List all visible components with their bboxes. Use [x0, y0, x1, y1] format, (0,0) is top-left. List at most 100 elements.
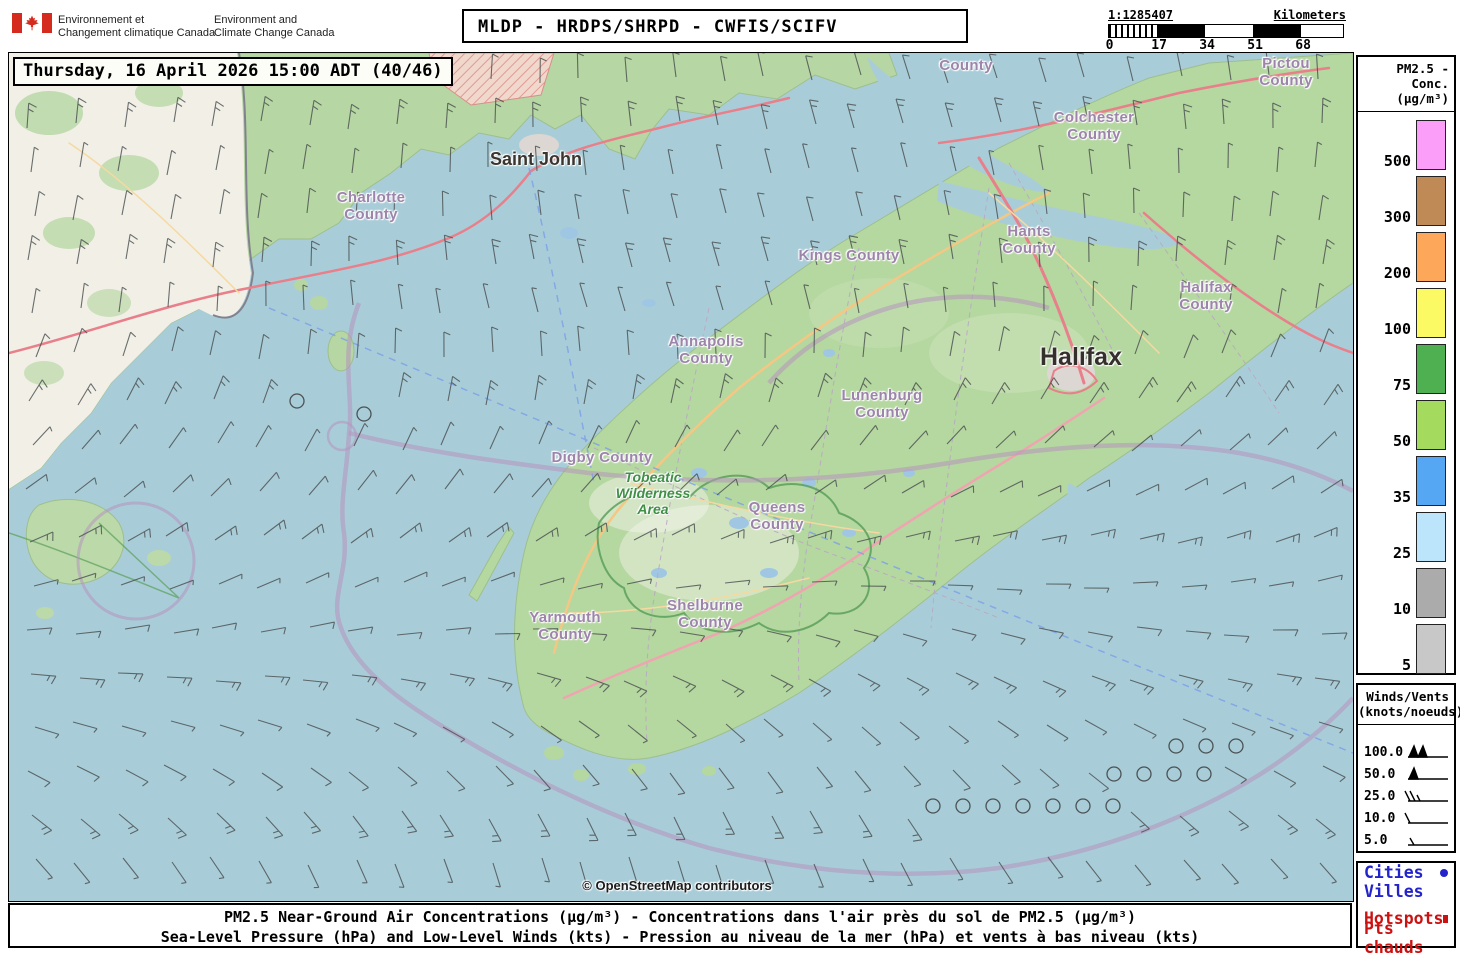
pm25-legend-entry: 25	[1358, 512, 1446, 562]
caption-line1: PM2.5 Near-Ground Air Concentrations (µg…	[223, 908, 1137, 926]
wind-legend-entry: 5.0	[1358, 829, 1454, 851]
county-label: Hants County	[1002, 223, 1056, 257]
markers-legend: Cities Villes Hotspots Pts chauds	[1356, 861, 1456, 957]
wind-barb-icon	[1408, 837, 1448, 846]
scalebar-segment	[1205, 25, 1253, 37]
wind-speed-label: 5.0	[1364, 832, 1388, 848]
eccc-wordmark-english: Environment and Climate Change Canada	[214, 14, 335, 39]
product-caption: PM2.5 Near-Ground Air Concentrations (µg…	[8, 903, 1352, 948]
pm25-threshold-label: 75	[1392, 376, 1411, 394]
pm25-legend-title: PM2.5 - Conc. (µg/m³)	[1396, 61, 1449, 106]
pm25-color-swatch	[1416, 512, 1446, 562]
pm25-color-swatch	[1416, 400, 1446, 450]
hotspot-square-icon	[1443, 914, 1448, 923]
pm25-legend: PM2.5 - Conc. (µg/m³) 500 300 200 100 75 50 35…	[1356, 55, 1456, 675]
city-dot-icon	[1440, 868, 1448, 877]
scalebar-ticks: 0 17 34 51 68	[1105, 38, 1346, 53]
pm25-threshold-label: 50	[1392, 432, 1411, 450]
map-scalebar: 1:1285407 Kilometers 0 17 34 51 68	[1106, 8, 1346, 53]
pm25-threshold-label: 35	[1392, 488, 1411, 506]
winds-legend-title: Winds/Vents (knots/noeuds)	[1358, 689, 1460, 719]
hotspots-legend-row: Hotspots	[1358, 909, 1454, 928]
city-label: Halifax	[1040, 343, 1122, 371]
pm25-color-swatch	[1416, 120, 1446, 170]
county-label: County	[939, 57, 993, 74]
scalebar-tick: 34	[1199, 38, 1215, 53]
city-label: Saint John	[489, 149, 583, 169]
caption-line2: Sea-Level Pressure (hPa) and Low-Level W…	[160, 928, 1200, 946]
pm25-color-swatch	[1416, 568, 1446, 618]
cities-legend-row: Cities	[1358, 863, 1454, 882]
scalebar-strip	[1108, 24, 1344, 38]
pm25-legend-entry: 200	[1358, 232, 1446, 282]
pm25-color-swatch	[1416, 624, 1446, 674]
pm25-legend-entry: 50	[1358, 400, 1446, 450]
pm25-legend-entry: 5	[1358, 624, 1446, 674]
wind-speed-label: 100.0	[1364, 744, 1404, 760]
scalebar-segment	[1109, 25, 1157, 37]
pm25-threshold-label: 5	[1401, 656, 1411, 674]
pm25-legend-entry: 100	[1358, 288, 1446, 338]
pm25-legend-entry: 10	[1358, 568, 1446, 618]
pm25-legend-entry: 35	[1358, 456, 1446, 506]
page-header: Environnement et Changement climatique Ca…	[0, 0, 1460, 53]
county-label: Yarmouth County	[529, 609, 601, 643]
cities-label-fr: Villes	[1364, 882, 1424, 901]
protected-area-label: Tobeatic Wilderness Area	[615, 469, 691, 517]
pm25-color-swatch	[1416, 232, 1446, 282]
legend-divider	[1358, 111, 1454, 112]
map-canvas: Thursday, 16 April 2026 15:00 ADT (40/46…	[8, 52, 1354, 902]
pm25-color-swatch	[1416, 288, 1446, 338]
canada-flag-icon	[12, 13, 52, 33]
county-label: Charlotte County	[336, 189, 406, 223]
wind-barb-icon	[1404, 790, 1448, 802]
county-label: Pictou County	[1259, 55, 1313, 89]
scalebar-tick: 0	[1105, 38, 1114, 53]
legend-divider	[1358, 724, 1454, 725]
winds-legend-entries: 100.0 50.0 25.0 10.0 5.0	[1358, 741, 1454, 851]
pm25-threshold-label: 200	[1383, 264, 1411, 282]
county-label: Queens County	[748, 499, 806, 533]
forecast-datetime: Thursday, 16 April 2026 15:00 ADT (40/46…	[23, 61, 443, 81]
pm25-legend-entries: 500 300 200 100 75 50 35 25 10 5	[1358, 120, 1454, 674]
wind-speed-label: 10.0	[1364, 810, 1396, 826]
scale-ratio: 1:1285407	[1108, 8, 1174, 22]
pm25-legend-entry: 500	[1358, 120, 1446, 170]
wind-speed-label: 50.0	[1364, 766, 1396, 782]
wind-legend-entry: 100.0	[1358, 741, 1454, 763]
pm25-legend-entry: 75	[1358, 344, 1446, 394]
scale-units: Kilometers	[1273, 8, 1346, 22]
product-title-box: MLDP - HRDPS/SHRPD - CWFIS/SCIFV	[462, 9, 968, 43]
pm25-threshold-label: 500	[1383, 152, 1411, 170]
pm25-threshold-label: 300	[1383, 208, 1411, 226]
pts-chauds-legend-row: Pts chauds	[1358, 919, 1454, 957]
county-label: Halifax County	[1179, 279, 1233, 313]
hotspots-label-fr: Pts chauds	[1364, 918, 1424, 957]
pm25-threshold-label: 25	[1392, 544, 1411, 562]
wind-barb-icon	[1407, 744, 1448, 758]
pm25-legend-entry: 300	[1358, 176, 1446, 226]
county-label: Lunenburg County	[841, 387, 923, 421]
scalebar-tick: 17	[1151, 38, 1167, 53]
county-label: Colchester County	[1053, 109, 1135, 143]
hotspots-label-en: Hotspots	[1364, 909, 1444, 928]
scalebar-segment	[1301, 25, 1343, 37]
pm25-threshold-label: 100	[1383, 320, 1411, 338]
wind-legend-entry: 25.0	[1358, 785, 1454, 807]
cities-label-en: Cities	[1364, 863, 1424, 882]
eccc-wordmark-french: Environnement et Changement climatique Ca…	[58, 14, 216, 39]
pm25-color-swatch	[1416, 456, 1446, 506]
scalebar-tick: 68	[1295, 38, 1311, 53]
county-label: Kings County	[798, 247, 900, 264]
wind-speed-label: 25.0	[1364, 788, 1396, 804]
scalebar-segment	[1157, 25, 1205, 37]
pm25-color-swatch	[1416, 176, 1446, 226]
pm25-threshold-label: 10	[1392, 600, 1411, 618]
scalebar-tick: 51	[1247, 38, 1263, 53]
product-title: MLDP - HRDPS/SHRPD - CWFIS/SCIFV	[478, 17, 838, 37]
county-label: Shelburne County	[666, 597, 744, 631]
winds-legend: Winds/Vents (knots/noeuds) 100.0 50.0 25.0…	[1356, 683, 1460, 853]
county-label: Digby County	[551, 449, 653, 466]
villes-legend-row: Villes	[1358, 882, 1454, 901]
map-artwork	[9, 53, 1353, 901]
